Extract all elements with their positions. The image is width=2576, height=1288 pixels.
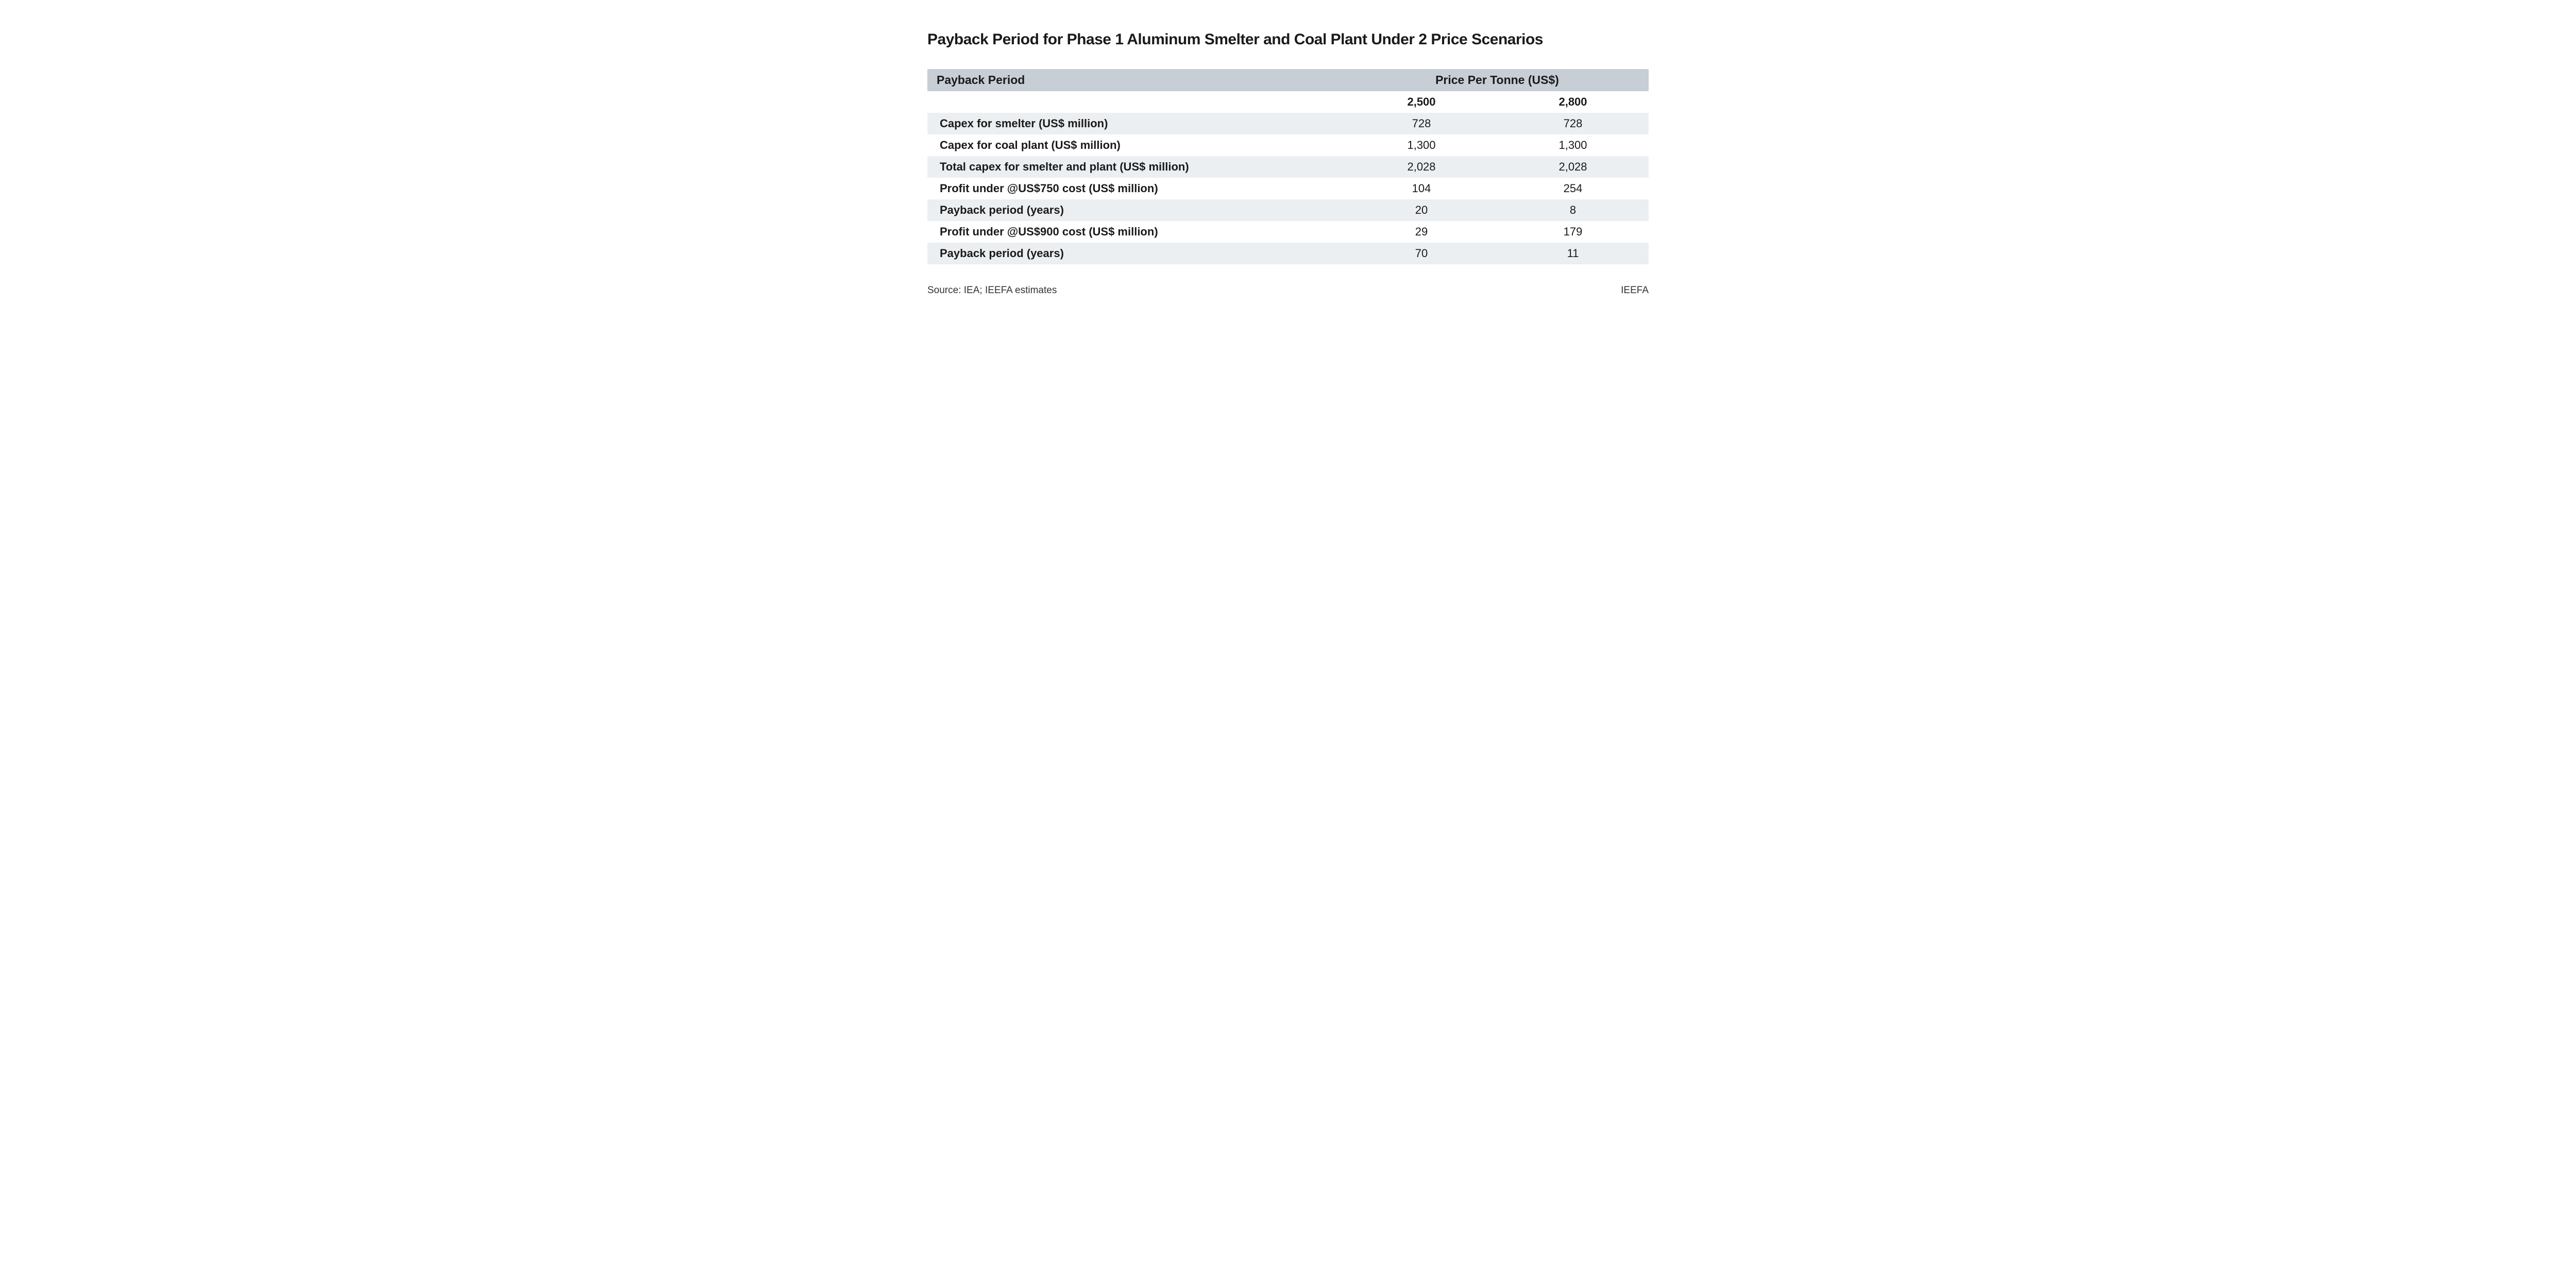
row-value-2: 1,300 [1497, 134, 1649, 156]
row-value-1: 70 [1346, 243, 1497, 264]
subheader-empty [927, 91, 1346, 113]
row-value-2: 8 [1497, 199, 1649, 221]
row-value-1: 2,028 [1346, 156, 1497, 178]
table-row: Total capex for smelter and plant (US$ m… [927, 156, 1649, 178]
footer-brand: IEEFA [1621, 285, 1649, 296]
row-label: Payback period (years) [927, 243, 1346, 264]
row-value-1: 29 [1346, 221, 1497, 243]
table-row: Profit under @US$900 cost (US$ million)2… [927, 221, 1649, 243]
row-value-2: 2,028 [1497, 156, 1649, 178]
row-label: Capex for coal plant (US$ million) [927, 134, 1346, 156]
row-label: Capex for smelter (US$ million) [927, 113, 1346, 134]
footer-source: Source: IEA; IEEFA estimates [927, 285, 1057, 296]
header-label: Payback Period [927, 69, 1346, 91]
row-value-1: 20 [1346, 199, 1497, 221]
header-price-label: Price Per Tonne (US$) [1346, 69, 1649, 91]
table-row: Payback period (years)208 [927, 199, 1649, 221]
table-header-row: Payback Period Price Per Tonne (US$) [927, 69, 1649, 91]
row-value-2: 728 [1497, 113, 1649, 134]
payback-table: Payback Period Price Per Tonne (US$) 2,5… [927, 69, 1649, 264]
row-value-1: 104 [1346, 178, 1497, 199]
row-value-1: 1,300 [1346, 134, 1497, 156]
row-value-1: 728 [1346, 113, 1497, 134]
row-value-2: 254 [1497, 178, 1649, 199]
row-label: Payback period (years) [927, 199, 1346, 221]
row-value-2: 179 [1497, 221, 1649, 243]
row-value-2: 11 [1497, 243, 1649, 264]
table-row: Capex for smelter (US$ million)728728 [927, 113, 1649, 134]
row-label: Profit under @US$900 cost (US$ million) [927, 221, 1346, 243]
table-row: Capex for coal plant (US$ million)1,3001… [927, 134, 1649, 156]
row-label: Total capex for smelter and plant (US$ m… [927, 156, 1346, 178]
page-title: Payback Period for Phase 1 Aluminum Smel… [927, 31, 1649, 48]
row-label: Profit under @US$750 cost (US$ million) [927, 178, 1346, 199]
subheader-val-1: 2,500 [1346, 91, 1497, 113]
table-row: Profit under @US$750 cost (US$ million)1… [927, 178, 1649, 199]
subheader-val-2: 2,800 [1497, 91, 1649, 113]
table-row: Payback period (years)7011 [927, 243, 1649, 264]
table-subheader-row: 2,500 2,800 [927, 91, 1649, 113]
